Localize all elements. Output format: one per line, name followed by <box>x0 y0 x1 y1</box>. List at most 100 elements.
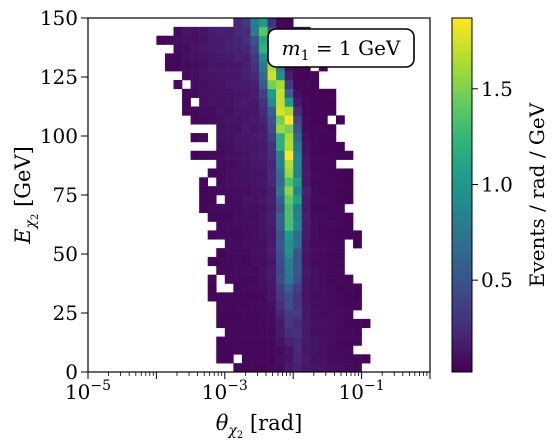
heatmap-cell <box>276 336 285 346</box>
heatmap-cell <box>224 318 234 329</box>
heatmap-cell <box>207 195 217 205</box>
heatmap-cell <box>301 248 311 258</box>
heatmap-cell <box>164 62 174 72</box>
heatmap-cell <box>327 203 337 213</box>
heatmap-cell <box>199 53 208 63</box>
heatmap-cell <box>259 203 268 213</box>
heatmap-cell <box>250 44 260 54</box>
heatmap-cell <box>241 265 251 275</box>
heatmap-cell <box>216 221 226 231</box>
heatmap-cell <box>318 186 328 196</box>
heatmap-cell <box>224 159 234 169</box>
heatmap-cell <box>241 141 251 152</box>
x-tick-base: 10 <box>65 380 90 404</box>
heatmap-cell <box>327 239 337 249</box>
heatmap-cell <box>216 124 226 134</box>
heatmap-cell <box>233 97 243 107</box>
heatmap-cell <box>327 88 337 98</box>
heatmap-cell <box>318 212 328 222</box>
y-tick-label: 0 <box>65 360 78 384</box>
heatmap-cell <box>344 186 354 196</box>
heatmap-cell <box>207 274 217 284</box>
heatmap-cell <box>310 354 320 364</box>
heatmap-cell <box>344 221 354 231</box>
heatmap-cell <box>259 212 268 222</box>
heatmap-cell <box>353 283 362 293</box>
heatmap-cell <box>250 150 260 160</box>
heatmap-cell <box>267 115 277 125</box>
heatmap-cell <box>250 345 260 355</box>
heatmap-cell <box>250 124 260 134</box>
heatmap-cell <box>301 301 311 311</box>
heatmap-cell <box>344 345 354 355</box>
heatmap-cell <box>284 18 294 28</box>
heatmap-cell <box>293 239 303 249</box>
heatmap-cell <box>233 115 243 125</box>
heatmap-cell <box>310 159 320 169</box>
heatmap-cell <box>233 150 243 160</box>
heatmap-cell <box>361 318 371 329</box>
heatmap-cell <box>318 336 328 346</box>
heatmap-cell <box>301 265 311 275</box>
heatmap-cell <box>241 124 251 134</box>
heatmap-cell <box>259 318 268 329</box>
heatmap-cell <box>284 248 294 258</box>
heatmap-cell <box>233 168 243 178</box>
heatmap-cell <box>327 336 337 346</box>
heatmap-cell <box>267 230 277 240</box>
heatmap-cell <box>267 79 277 90</box>
heatmap-cell <box>241 35 251 45</box>
heatmap-cell <box>182 71 191 81</box>
heatmap-cell <box>259 248 268 258</box>
heatmap-cell <box>199 115 208 125</box>
heatmap-cell <box>267 256 277 267</box>
heatmap-cell <box>284 301 294 311</box>
colorbar-tick-label: 1.0 <box>481 172 513 196</box>
heatmap-cell <box>259 106 268 116</box>
heatmap-cell <box>250 79 260 90</box>
heatmap-cell <box>259 150 268 160</box>
mass-annotation-symbol: m <box>282 36 301 60</box>
heatmap-cell <box>259 239 268 249</box>
x-axis: 10−5 10−3 10−1 <box>65 372 431 404</box>
heatmap-cell <box>335 177 345 187</box>
heatmap-cell <box>224 26 234 36</box>
heatmap-cell <box>216 133 226 143</box>
heatmap-cell <box>267 168 277 178</box>
heatmap-cell <box>301 177 311 187</box>
heatmap-cell <box>318 274 328 284</box>
heatmap-cell <box>310 106 320 116</box>
heatmap-cell <box>259 354 268 364</box>
heatmap-cell <box>259 26 268 36</box>
heatmap-cell <box>310 195 320 205</box>
x-axis-label-sub: χ <box>227 423 238 439</box>
heatmap-cell <box>267 318 277 329</box>
heatmap-cell <box>318 283 328 293</box>
heatmap-cell <box>276 133 285 143</box>
heatmap-cell <box>190 133 200 143</box>
y-tick-label: 125 <box>40 65 78 89</box>
heatmap-cell <box>267 363 277 373</box>
heatmap-cell <box>310 212 320 222</box>
y-axis-label-subsub: 2 <box>30 214 41 220</box>
heatmap-cell <box>190 26 200 36</box>
heatmap-cell <box>259 133 268 143</box>
heatmap-cell <box>327 177 337 187</box>
heatmap-cell <box>259 327 268 337</box>
heatmap-cell <box>318 301 328 311</box>
heatmap-cell <box>233 26 243 36</box>
heatmap-cell <box>259 265 268 275</box>
heatmap-cell <box>267 124 277 134</box>
heatmap-cell <box>293 186 303 196</box>
heatmap-cell <box>310 79 320 90</box>
heatmap-cell <box>259 363 268 373</box>
heatmap-cell <box>327 265 337 275</box>
heatmap-cell <box>293 124 303 134</box>
heatmap-cell <box>216 106 226 116</box>
heatmap-cell <box>241 230 251 240</box>
heatmap-cell <box>301 283 311 293</box>
heatmap-cell <box>199 195 208 205</box>
heatmap-cell <box>216 168 226 178</box>
heatmap-cell <box>241 301 251 311</box>
heatmap-cell <box>250 53 260 63</box>
